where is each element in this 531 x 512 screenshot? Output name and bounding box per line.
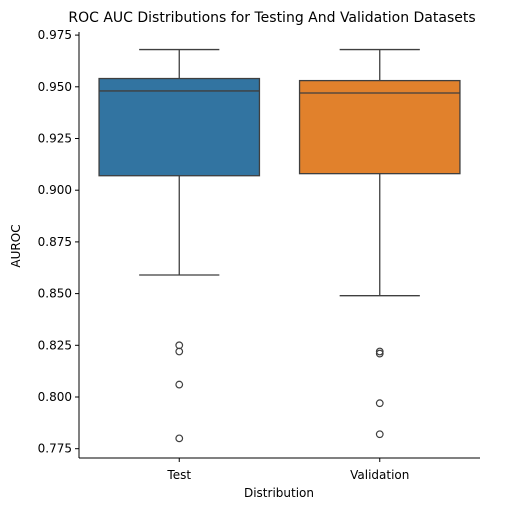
outlier-point-validation: [375, 430, 384, 439]
box-group-validation: [298, 48, 461, 439]
outlier-point-test: [175, 380, 184, 389]
y-tick-label: 0.775: [38, 442, 72, 456]
y-tick-label: 0.850: [38, 287, 72, 301]
y-tick-label: 0.950: [38, 80, 72, 94]
box-validation: [298, 79, 461, 175]
y-tick-label: 0.900: [38, 183, 72, 197]
outlier-point-test: [175, 347, 184, 356]
chart-title: ROC AUC Distributions for Testing And Va…: [68, 10, 475, 26]
y-tick-label: 0.975: [38, 28, 72, 42]
box-test: [98, 77, 261, 177]
y-tick-label: 0.825: [38, 338, 72, 352]
y-tick-label: 0.925: [38, 132, 72, 146]
box-group-test: [98, 48, 261, 443]
x-axis-ticks: Test Validation: [166, 458, 409, 482]
outlier-point-validation: [375, 399, 384, 408]
x-axis-label: Distribution: [244, 486, 314, 500]
plot-area: [98, 48, 461, 443]
y-tick-label: 0.800: [38, 390, 72, 404]
y-tick-label: 0.875: [38, 235, 72, 249]
y-axis-ticks: 0.775 0.800 0.825 0.850 0.875 0.900 0.925 0.950…: [38, 28, 79, 456]
x-tick-label-test: Test: [166, 468, 191, 482]
x-tick-label-validation: Validation: [350, 468, 409, 482]
outlier-point-test: [175, 434, 184, 443]
y-axis-label: AUROC: [9, 224, 23, 267]
outlier-point-validation: [375, 349, 384, 358]
